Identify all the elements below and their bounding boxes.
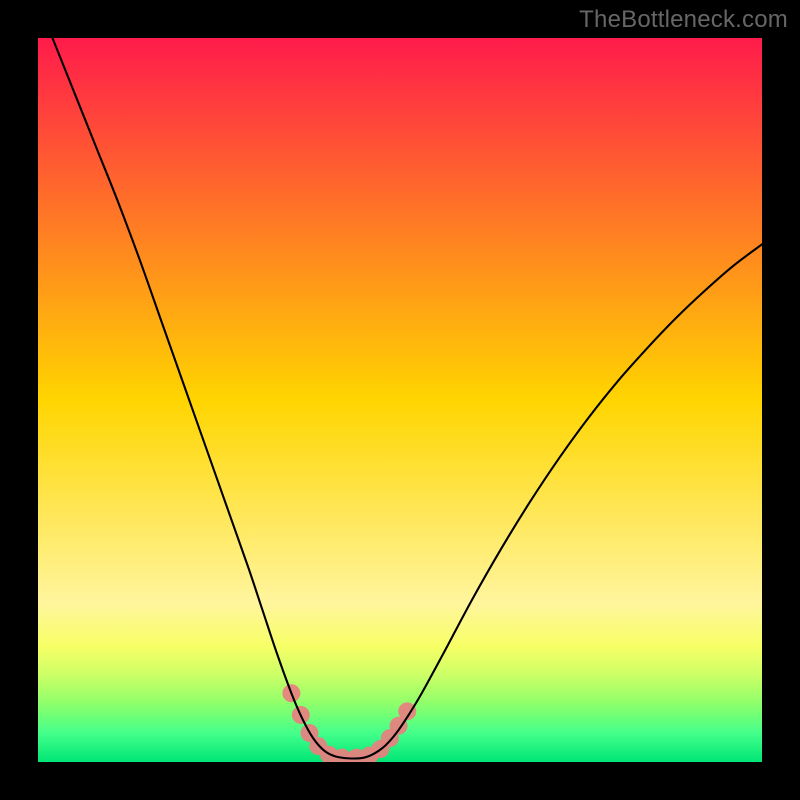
plot-area bbox=[38, 38, 762, 762]
chart-container: TheBottleneck.com bbox=[0, 0, 800, 800]
watermark-text: TheBottleneck.com bbox=[579, 6, 788, 34]
chart-svg bbox=[38, 38, 762, 762]
gradient-background bbox=[38, 38, 762, 762]
